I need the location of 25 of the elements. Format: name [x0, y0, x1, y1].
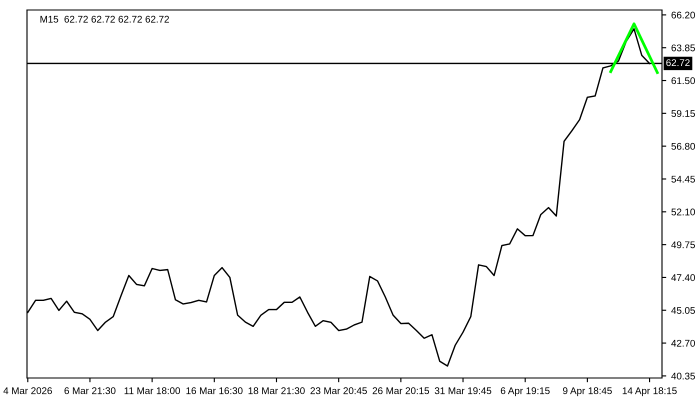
y-tick-label: 59.15 [671, 110, 695, 117]
x-tick-label: 26 Mar 20:15 [372, 387, 430, 394]
x-tick-label: 18 Mar 21:30 [248, 387, 305, 394]
x-tick-label: 6 Apr 19:15 [500, 387, 550, 396]
y-tick-label: 56.80 [671, 142, 695, 150]
y-tick-label: 61.50 [672, 77, 695, 84]
y-tick-label: 45.05 [671, 307, 695, 314]
x-tick-label: 11 Mar 18:00 [124, 387, 180, 394]
x-tick-label: 6 Mar 21:30 [64, 387, 116, 394]
x-tick-label: 14 Apr 18:15 [622, 387, 677, 396]
y-tick-label: 52.10 [671, 208, 695, 216]
y-tick-label: 49.75 [671, 241, 695, 248]
y-tick-label: 54.45 [671, 176, 695, 183]
x-tick-label: 23 Mar 20:45 [310, 387, 367, 394]
x-tick-label: 9 Apr 18:45 [562, 387, 612, 396]
y-tick-label: 66.20 [672, 12, 695, 19]
x-tick-label: 31 Mar 19:45 [434, 387, 492, 394]
ref-line-label: 62.72 [666, 59, 690, 66]
x-tick-label: 16 Mar 16:30 [186, 387, 243, 394]
y-tick-label: 47.40 [671, 274, 695, 282]
y-tick-label: 42.70 [671, 340, 695, 347]
y-tick-label: 63.85 [672, 44, 695, 52]
x-tick-label: 4 Mar 2026 [3, 387, 52, 394]
chart-title: M15 62.72 62.72 62.72 62.72 [40, 16, 169, 23]
y-tick-label: 40.35 [671, 372, 695, 380]
